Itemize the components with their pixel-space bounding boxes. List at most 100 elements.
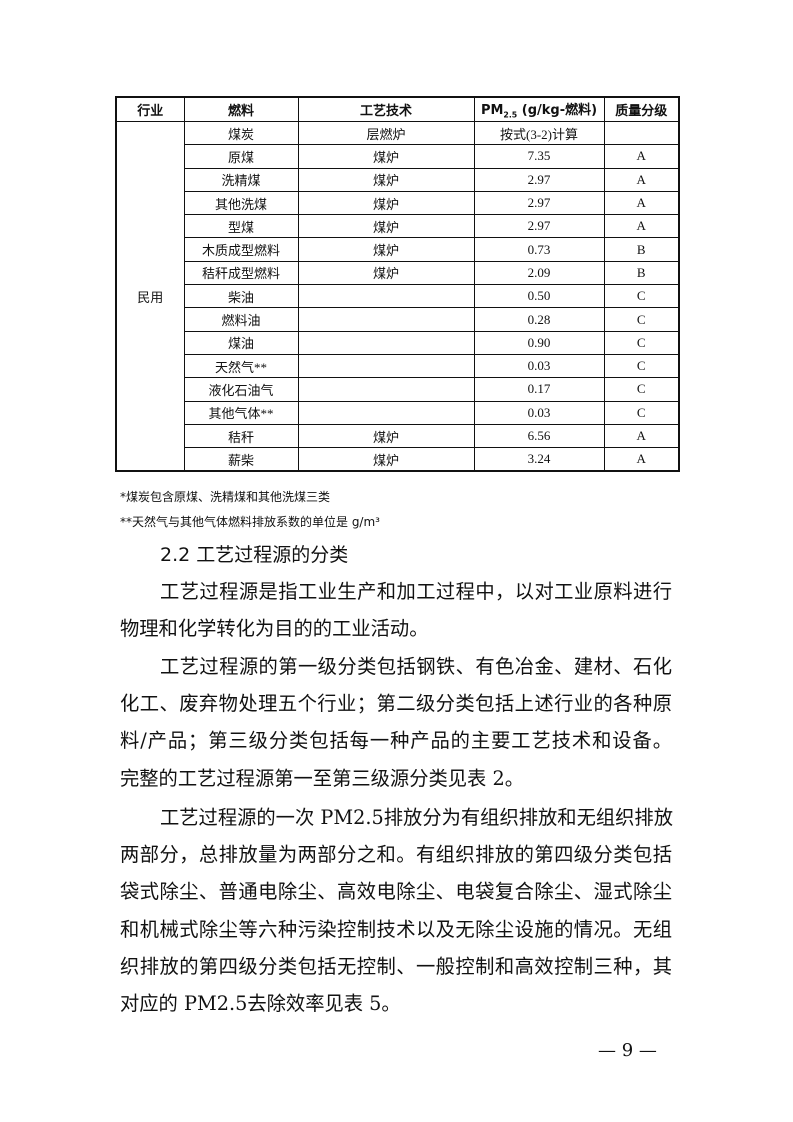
paragraph-line: 完整的工艺过程源第一至第三级源分类见表 2。: [120, 766, 525, 790]
table-cell: 0.03: [473, 400, 605, 425]
table-row: 燃料油 0.28 C: [116, 307, 680, 332]
page-number: — 9 —: [598, 1040, 657, 1061]
paragraph-line: 工艺过程源的一次 PM2.5排放分为有组织排放和无组织排放: [160, 806, 673, 829]
table-cell: B: [603, 237, 680, 262]
table-row: 型煤 煤炉 2.97 A: [116, 214, 680, 239]
table-cell: 煤炉: [297, 214, 475, 239]
table-cell: A: [603, 423, 680, 449]
table-cell: 煤炉: [297, 423, 475, 449]
table-row: 液化石油气 0.17 C: [116, 377, 680, 402]
table-cell: B: [603, 260, 680, 286]
paragraph-line: 两部分，总排放量为两部分之和。有组织排放的第四级分类包括: [120, 843, 672, 867]
table-cell: 2.97: [473, 190, 605, 216]
column-header: 燃料: [183, 96, 299, 122]
table-cell: 3.24: [473, 447, 605, 472]
footnote-coal: *煤炭包含原煤、洗精煤和其他洗煤三类: [120, 490, 331, 504]
table-row: 其他气体** 0.03 C: [116, 400, 680, 425]
table-row: 原煤 煤炉 7.35 A: [116, 144, 680, 169]
table-row: 秸秆 煤炉 6.56 A: [116, 423, 680, 449]
table-cell: A: [603, 167, 680, 192]
paragraph-line: 织排放的第四级分类包括无控制、一般控制和高效控制三种，其: [120, 954, 672, 978]
table-row: 秸秆成型燃料 煤炉 2.09 B: [116, 260, 680, 286]
table-cell: [297, 307, 475, 332]
table-row: 煤油 0.90 C: [116, 330, 680, 355]
paragraph-1: 工艺过程源是指工业生产和加工过程中，以对工业原料进行物理和化学转化为目的的工业活…: [120, 573, 672, 647]
table-cell: [297, 353, 475, 379]
table-cell: 7.35: [473, 144, 605, 169]
table-cell: 原煤: [183, 144, 299, 169]
table-cell: A: [603, 144, 680, 169]
paragraph-line: 工艺过程源是指工业生产和加工过程中，以对工业原料进行: [160, 580, 672, 603]
column-header: PM2.5 (g/kg-燃料): [473, 96, 605, 122]
table-row: 其他洗煤 煤炉 2.97 A: [116, 190, 680, 216]
table-cell: 液化石油气: [183, 377, 299, 402]
table-cell: 天然气**: [183, 353, 299, 379]
table-cell: 型煤: [183, 214, 299, 239]
table-cell: 2.09: [473, 260, 605, 286]
paragraph-line: 化工、废弃物处理五个行业；第二级分类包括上述行业的各种原: [120, 692, 672, 716]
table-cell: 洗精煤: [183, 167, 299, 192]
paragraph-line: 袋式除尘、普通电除尘、高效电除尘、电袋复合除尘、湿式除尘: [120, 880, 672, 904]
table-cell: C: [603, 330, 680, 355]
industry-cell: 民用: [115, 121, 185, 472]
table-cell: 0.50: [473, 284, 605, 309]
table-cell: 煤炉: [297, 144, 475, 169]
table-cell: [297, 330, 475, 355]
table-cell: 0.03: [473, 353, 605, 379]
table-row: 天然气** 0.03 C: [116, 353, 680, 379]
table-cell: 煤炉: [297, 190, 475, 216]
table-cell: A: [603, 190, 680, 216]
paragraph-3: 工艺过程源的一次 PM2.5排放分为有组织排放和无组织排放两部分，总排放量为两部…: [120, 799, 673, 1022]
table-cell: 煤油: [183, 330, 299, 355]
table-row: 民用 煤炭 层燃炉 按式(3-2)计算: [115, 120, 680, 472]
table-cell: 0.73: [473, 237, 605, 262]
table-cell: 层燃炉: [297, 120, 475, 146]
table-cell: 6.56: [473, 423, 605, 449]
table-cell: C: [603, 353, 680, 379]
table-row: 薪柴 煤炉 3.24 A: [116, 447, 680, 472]
table-cell: C: [603, 377, 680, 402]
table-cell: C: [603, 400, 680, 425]
table-cell: 煤炉: [297, 237, 475, 262]
table-cell: C: [603, 284, 680, 309]
table-cell: 0.17: [473, 377, 605, 402]
table-cell: 煤炉: [297, 447, 475, 472]
table-cell: [297, 377, 475, 402]
table-cell: 燃料油: [183, 307, 299, 332]
table-cell: 秸秆: [183, 423, 299, 449]
table-cell: 秸秆成型燃料: [183, 260, 299, 286]
emission-factor-table: 行业 燃料 工艺技术 PM2.5 (g/kg-燃料) 质量分级 民用 煤炭 层燃炉 按式(3-…: [115, 96, 680, 473]
footnote-gas: **天然气与其他气体燃料排放系数的单位是 g/m³: [120, 515, 380, 529]
paragraph-2: 工艺过程源的第一级分类包括钢铁、有色冶金、建材、石化 化工、废弃物处理五个行业；第…: [120, 648, 672, 797]
column-header: 质量分级: [603, 96, 680, 122]
paragraph-line: 对应的 PM2.5去除效率见表 5。: [120, 991, 401, 1015]
table-cell: 按式(3-2)计算: [473, 120, 605, 146]
table-cell: A: [603, 447, 680, 472]
paragraph-line: 和机械式除尘等六种污染控制技术以及无除尘设施的情况。无组: [120, 917, 672, 941]
table-cell: [297, 284, 475, 309]
table-cell: 薪柴: [183, 447, 299, 472]
section-title: 2.2 工艺过程源的分类: [160, 544, 349, 566]
table-row: 木质成型燃料 煤炉 0.73 B: [116, 237, 680, 262]
table-cell: 木质成型燃料: [183, 237, 299, 262]
table-cell: [603, 120, 680, 146]
column-header: 工艺技术: [297, 96, 475, 122]
table-cell: 柴油: [183, 284, 299, 309]
table-cell: 0.90: [473, 330, 605, 355]
table-cell: 煤炉: [297, 167, 475, 192]
table-cell: 煤炉: [297, 260, 475, 286]
table-cell: 0.28: [473, 307, 605, 332]
paragraph-line: 物理和化学转化为目的的工业活动。: [120, 617, 429, 641]
column-header: 行业: [115, 96, 185, 122]
table-cell: 其他气体**: [183, 400, 299, 425]
table-cell: 其他洗煤: [183, 190, 299, 216]
table-cell: C: [603, 307, 680, 332]
table-cell: A: [603, 214, 680, 239]
table-row: 柴油 0.50 C: [116, 284, 680, 309]
table-cell: 煤炭: [183, 120, 299, 146]
table-row: 洗精煤 煤炉 2.97 A: [116, 167, 680, 192]
paragraph-line: 料/产品；第三级分类包括每一种产品的主要工艺技术和设备。: [120, 729, 672, 753]
table-cell: 2.97: [473, 167, 605, 192]
table-cell: 2.97: [473, 214, 605, 239]
table-cell: [297, 400, 475, 425]
